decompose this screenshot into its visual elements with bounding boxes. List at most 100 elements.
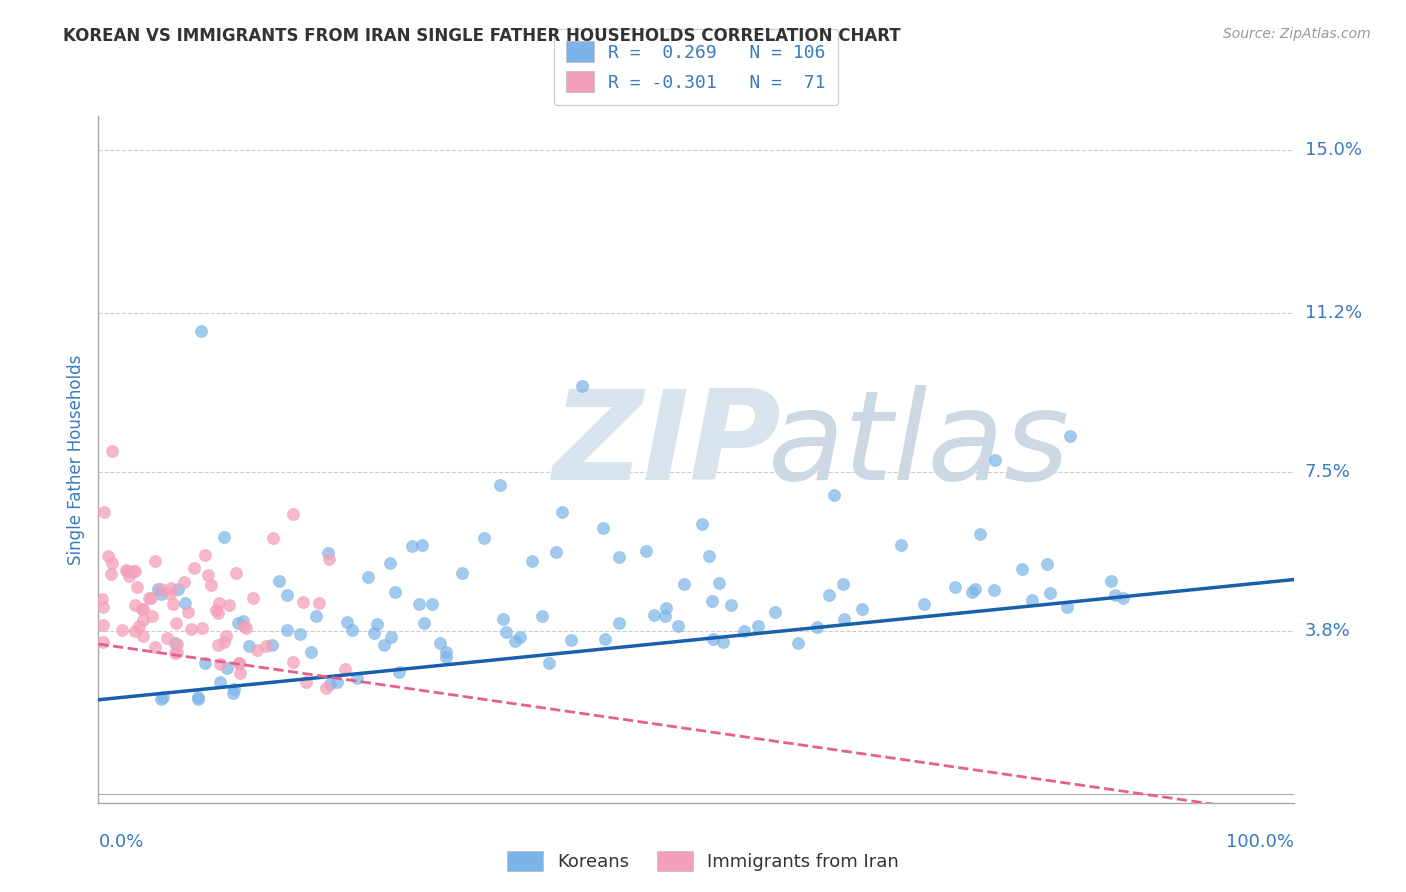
Point bbox=[720, 598, 742, 612]
Point bbox=[228, 665, 250, 680]
Point bbox=[232, 614, 254, 628]
Point bbox=[301, 644, 323, 658]
Point bbox=[276, 588, 298, 602]
Point bbox=[333, 662, 356, 676]
Point bbox=[436, 645, 458, 659]
Point bbox=[235, 621, 257, 635]
Point bbox=[305, 608, 328, 623]
Text: 3.8%: 3.8% bbox=[1305, 622, 1350, 640]
Point bbox=[207, 638, 229, 652]
Point bbox=[131, 613, 153, 627]
Point bbox=[124, 564, 146, 578]
Point bbox=[550, 505, 572, 519]
Point bbox=[162, 597, 184, 611]
Point bbox=[204, 603, 226, 617]
Point bbox=[127, 580, 149, 594]
Point bbox=[1056, 600, 1078, 615]
Point bbox=[319, 677, 342, 691]
Point bbox=[295, 674, 318, 689]
Point bbox=[643, 608, 665, 623]
Point bbox=[118, 568, 141, 582]
Point bbox=[384, 585, 406, 599]
Point bbox=[538, 656, 561, 670]
Point bbox=[165, 616, 187, 631]
Text: Source: ZipAtlas.com: Source: ZipAtlas.com bbox=[1223, 27, 1371, 41]
Point bbox=[214, 635, 236, 649]
Point bbox=[131, 602, 153, 616]
Point bbox=[697, 549, 720, 564]
Text: 15.0%: 15.0% bbox=[1305, 141, 1361, 160]
Point bbox=[666, 618, 689, 632]
Point bbox=[115, 564, 138, 578]
Point bbox=[225, 566, 247, 580]
Point bbox=[183, 560, 205, 574]
Point bbox=[1021, 593, 1043, 607]
Point bbox=[634, 543, 657, 558]
Point bbox=[228, 656, 250, 670]
Point bbox=[276, 623, 298, 637]
Point bbox=[1011, 562, 1033, 576]
Point bbox=[747, 619, 769, 633]
Point bbox=[190, 324, 212, 338]
Text: KOREAN VS IMMIGRANTS FROM IRAN SINGLE FATHER HOUSEHOLDS CORRELATION CHART: KOREAN VS IMMIGRANTS FROM IRAN SINGLE FA… bbox=[63, 27, 901, 45]
Point bbox=[489, 478, 512, 492]
Point bbox=[969, 527, 991, 541]
Point bbox=[150, 587, 173, 601]
Point bbox=[520, 554, 543, 568]
Point bbox=[165, 636, 187, 650]
Point bbox=[388, 665, 411, 680]
Point bbox=[233, 619, 256, 633]
Point bbox=[366, 617, 388, 632]
Point bbox=[1099, 574, 1122, 588]
Point bbox=[222, 686, 245, 700]
Legend: R =  0.269   N = 106, R = -0.301   N =  71: R = 0.269 N = 106, R = -0.301 N = 71 bbox=[554, 29, 838, 105]
Point bbox=[246, 642, 269, 657]
Point bbox=[707, 576, 730, 591]
Point bbox=[315, 681, 337, 695]
Point bbox=[342, 624, 364, 638]
Point bbox=[787, 636, 810, 650]
Point bbox=[281, 656, 304, 670]
Point bbox=[163, 646, 186, 660]
Point bbox=[124, 624, 146, 639]
Point bbox=[763, 605, 786, 619]
Point bbox=[167, 582, 190, 596]
Point bbox=[592, 521, 614, 535]
Point bbox=[238, 639, 260, 653]
Point bbox=[187, 690, 209, 705]
Point bbox=[700, 594, 723, 608]
Point bbox=[143, 640, 166, 654]
Point bbox=[401, 539, 423, 553]
Point bbox=[429, 636, 451, 650]
Point bbox=[832, 576, 855, 591]
Text: 100.0%: 100.0% bbox=[1226, 833, 1294, 851]
Point bbox=[124, 598, 146, 612]
Point bbox=[509, 630, 531, 644]
Point bbox=[655, 601, 678, 615]
Point bbox=[208, 657, 231, 671]
Point bbox=[190, 621, 212, 635]
Y-axis label: Single Father Households: Single Father Households bbox=[66, 354, 84, 565]
Point bbox=[472, 531, 495, 545]
Point bbox=[571, 379, 593, 393]
Point bbox=[806, 620, 828, 634]
Point bbox=[262, 638, 284, 652]
Point bbox=[187, 692, 209, 706]
Point bbox=[254, 639, 277, 653]
Point bbox=[146, 582, 169, 597]
Point bbox=[208, 596, 231, 610]
Point bbox=[890, 538, 912, 552]
Point bbox=[91, 618, 114, 632]
Point bbox=[983, 583, 1005, 598]
Point bbox=[1112, 591, 1135, 605]
Point bbox=[149, 692, 172, 706]
Point bbox=[177, 605, 200, 619]
Point bbox=[373, 638, 395, 652]
Point bbox=[357, 570, 380, 584]
Point bbox=[160, 581, 183, 595]
Point bbox=[218, 598, 240, 612]
Point bbox=[152, 690, 174, 704]
Point bbox=[607, 615, 630, 630]
Point bbox=[101, 556, 124, 570]
Point bbox=[832, 611, 855, 625]
